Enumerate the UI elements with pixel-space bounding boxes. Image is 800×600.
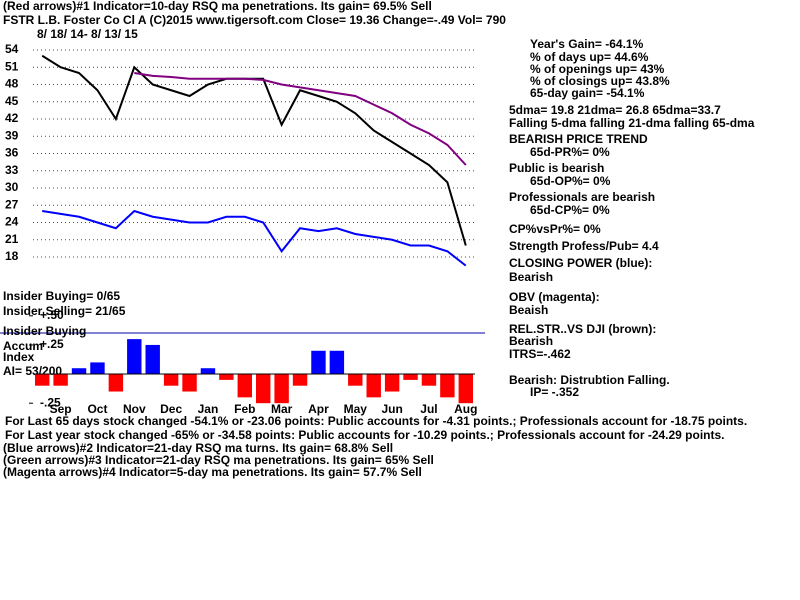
y-tick-label: +.50 <box>40 308 64 322</box>
header-indicator: (Red arrows)#1 Indicator=10-day RSQ ma p… <box>3 0 432 13</box>
stat-line: 65-day gain= -54.1% <box>530 86 645 100</box>
y-tick-label: 42 <box>5 111 19 125</box>
accum-bar <box>421 374 437 386</box>
y-tick-label: 39 <box>5 128 19 142</box>
left-label: Insider Buying <box>3 324 86 338</box>
x-tick-label: Jul <box>420 402 437 416</box>
accum-bar <box>127 339 142 375</box>
stat-line: 65d-OP%= 0% <box>530 174 611 188</box>
footer-line: For Last year stock changed -65% or -34.… <box>5 428 725 442</box>
x-tick-label: Mar <box>271 402 293 416</box>
y-tick-label: 33 <box>5 163 19 177</box>
accum-bar <box>256 374 271 404</box>
x-tick-label: Jan <box>198 402 219 416</box>
footer-line: (Blue arrows)#2 Indicator=21-day RSQ ma … <box>3 441 393 455</box>
left-label: Index <box>3 350 35 364</box>
accum-bar <box>292 374 308 386</box>
accum-bar <box>366 374 381 398</box>
y-tick-label: 45 <box>5 94 19 108</box>
x-tick-label: Dec <box>160 402 182 416</box>
accum-bar <box>311 350 326 375</box>
stat-line: OBV (magenta): <box>509 290 600 304</box>
accum-bar <box>237 374 252 398</box>
y-tick-label: 21 <box>5 232 19 246</box>
footer-line: For Last 65 days stock changed -54.1% or… <box>5 414 747 428</box>
y-tick-label: 48 <box>5 77 19 91</box>
series-line <box>134 72 467 166</box>
stat-line: ITRS=-.462 <box>509 347 571 361</box>
y-tick-label: +.25 <box>40 337 64 351</box>
x-tick-label: Sep <box>50 402 72 416</box>
series-line <box>42 209 467 267</box>
stat-line: Beaish <box>509 303 548 317</box>
left-label: Insider Selling= 21/65 <box>3 304 126 318</box>
accum-bar <box>35 374 50 386</box>
stat-line: BEARISH PRICE TREND <box>509 132 648 146</box>
y-tick-label: 36 <box>5 146 19 160</box>
accum-bar <box>53 374 68 386</box>
stat-line: 5dma= 19.8 21dma= 26.8 65dma=33.7 <box>509 103 721 117</box>
x-tick-label: Feb <box>234 402 255 416</box>
stat-line: Falling 5-dma falling 21-dma falling 65-… <box>509 116 755 130</box>
accum-bar <box>163 374 179 386</box>
accum-bar <box>90 362 105 375</box>
y-tick-label: 27 <box>5 197 19 211</box>
accum-bar <box>384 374 400 392</box>
stat-line: Strength Profess/Pub= 4.4 <box>509 239 659 253</box>
stat-line: 65d-PR%= 0% <box>530 145 610 159</box>
accum-bar <box>108 374 124 392</box>
accum-bar <box>329 350 345 375</box>
accum-bar <box>403 374 418 380</box>
stat-line: Bearish: Distrubtion Falling. <box>509 373 670 387</box>
x-tick-label: May <box>344 402 368 416</box>
accum-bar <box>145 344 160 375</box>
y-tick-label: 24 <box>5 215 19 229</box>
stat-line: CLOSING POWER (blue): <box>509 256 652 270</box>
date-range: 8/ 18/ 14- 8/ 13/ 15 <box>37 27 138 41</box>
left-label: Accum <box>3 339 43 353</box>
accum-bar <box>274 374 289 404</box>
stat-line: Bearish <box>509 334 553 348</box>
accum-bar <box>458 374 473 404</box>
stat-line: Bearish <box>509 270 553 284</box>
stat-line: % of openings up= 43% <box>530 62 665 76</box>
accum-bar <box>348 374 363 386</box>
footer-line: (Magenta arrows)#4 Indicator=5-day ma pe… <box>3 465 422 479</box>
stat-line: 65d-CP%= 0% <box>530 203 610 217</box>
y-tick-label: 51 <box>5 59 19 73</box>
x-tick-label: Jun <box>381 402 402 416</box>
y-tick-label: 18 <box>5 249 19 263</box>
y-tick-label: 30 <box>5 180 19 194</box>
x-tick-label: Oct <box>87 402 107 416</box>
x-tick-label: Nov <box>123 402 146 416</box>
stat-line: % of days up= 44.6% <box>530 50 649 64</box>
accum-bar <box>440 374 455 398</box>
accum-bar <box>219 374 234 380</box>
footer-line: (Green arrows)#3 Indicator=21-day RSQ ma… <box>3 453 434 467</box>
x-tick-label: Apr <box>308 402 329 416</box>
header-quote: FSTR L.B. Foster Co Cl A (C)2015 www.tig… <box>3 13 506 27</box>
stat-line: IP= -.352 <box>530 385 579 399</box>
accum-bar <box>200 368 216 375</box>
stat-line: CP%vsPr%= 0% <box>509 222 601 236</box>
accum-bar <box>71 368 87 375</box>
stat-line: % of closings up= 43.8% <box>530 74 670 88</box>
stat-line: Public is bearish <box>509 161 604 175</box>
stat-line: Professionals are bearish <box>509 190 655 204</box>
x-tick-label: Aug <box>454 402 477 416</box>
stat-line: REL.STR..VS DJI (brown): <box>509 322 656 336</box>
y-tick-label: -.25 <box>40 395 61 409</box>
stat-line: Year's Gain= -64.1% <box>530 37 644 51</box>
accum-bar <box>182 374 197 392</box>
left-label: Insider Buying= 0/65 <box>3 289 120 303</box>
y-tick-label: 54 <box>5 42 19 56</box>
